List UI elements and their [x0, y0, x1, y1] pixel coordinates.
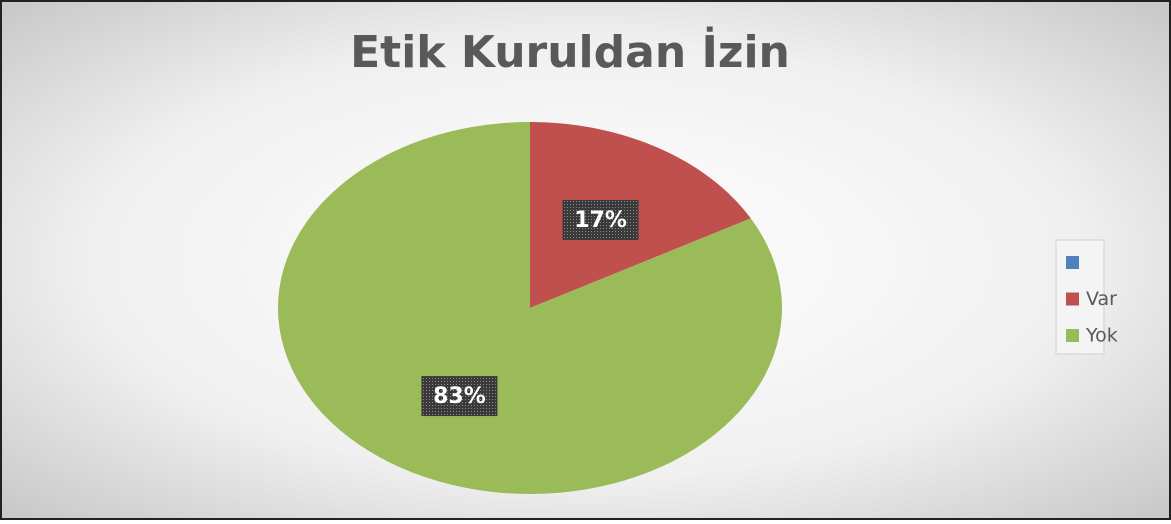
data-label: 17% — [574, 208, 627, 233]
data-label-box — [562, 199, 639, 240]
pie-slice — [530, 122, 751, 308]
legend-label: Yok — [1085, 325, 1118, 347]
legend-label: Var — [1086, 288, 1117, 310]
legend — [1055, 239, 1105, 355]
legend-swatch — [1066, 256, 1079, 269]
legend-swatch — [1066, 292, 1079, 306]
pie-slice — [278, 122, 782, 494]
chart-title: Etik Kuruldan İzin — [350, 25, 790, 78]
data-label-box — [421, 376, 498, 417]
legend-swatch — [1066, 329, 1079, 342]
data-label: 83% — [433, 384, 486, 409]
